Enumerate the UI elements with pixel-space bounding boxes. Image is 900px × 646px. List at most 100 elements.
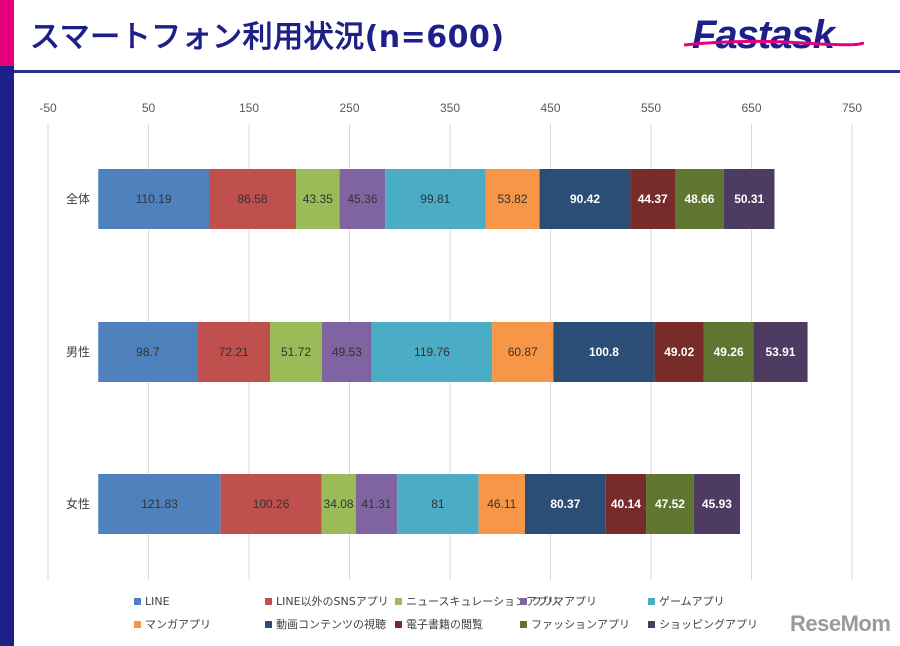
legend-label: フリマアプリ — [531, 595, 597, 608]
bar-segment — [220, 474, 322, 534]
data-label: 46.11 — [487, 497, 516, 511]
data-label: 48.66 — [684, 192, 714, 206]
legend-swatch — [520, 621, 527, 628]
data-label: 47.52 — [655, 497, 685, 511]
legend-swatch — [520, 598, 527, 605]
data-label: 43.35 — [303, 192, 333, 206]
x-tick-label: 250 — [339, 101, 359, 115]
bar-segment — [98, 322, 198, 382]
data-label: 81 — [431, 497, 445, 511]
data-label: 49.53 — [332, 345, 362, 359]
data-label: 53.82 — [497, 192, 527, 206]
data-label: 60.87 — [508, 345, 538, 359]
legend-label: マンガアプリ — [145, 618, 211, 631]
category-label: 全体 — [66, 191, 90, 206]
bar-segment — [339, 169, 386, 229]
data-label: 80.37 — [550, 497, 580, 511]
x-tick-label: -50 — [39, 101, 57, 115]
page-title: スマートフォン利用状況(n=600) — [30, 20, 505, 55]
brand-logo-text: Fastask — [692, 13, 835, 57]
x-tick-label: 50 — [142, 101, 156, 115]
data-label: 49.02 — [664, 345, 694, 359]
bar-segment — [385, 169, 486, 229]
watermark-logo: ReseMom — [790, 611, 891, 636]
x-tick-label: 750 — [842, 101, 862, 115]
bar-segment — [197, 322, 271, 382]
data-label: 50.31 — [734, 192, 764, 206]
bar-segment — [693, 474, 740, 534]
legend-swatch — [134, 621, 141, 628]
bar-segment — [675, 169, 724, 229]
legend-swatch — [648, 598, 655, 605]
x-tick-label: 150 — [239, 101, 259, 115]
bar-segment — [524, 474, 606, 534]
bar-segment — [270, 322, 322, 382]
legend-label: ゲームアプリ — [659, 595, 725, 608]
legend-swatch — [265, 621, 272, 628]
legend-swatch — [265, 598, 272, 605]
category-label: 女性 — [66, 496, 90, 511]
bar-segment — [646, 474, 694, 534]
data-label: 45.36 — [347, 192, 377, 206]
data-label: 53.91 — [765, 345, 795, 359]
legend-label: LINE — [145, 595, 170, 608]
data-label: 44.37 — [638, 192, 668, 206]
bar-segment — [553, 322, 655, 382]
accent-bar-navy — [0, 66, 14, 646]
legend-label: 動画コンテンツの視聴 — [276, 617, 386, 631]
legend-swatch — [395, 621, 402, 628]
bar-segment — [397, 474, 479, 534]
x-tick-label: 450 — [540, 101, 560, 115]
x-tick-label: 650 — [741, 101, 761, 115]
data-label: 72.21 — [219, 345, 249, 359]
legend-label: ファッションアプリ — [531, 618, 630, 631]
bar-segment — [630, 169, 676, 229]
legend-label: 電子書籍の閲覧 — [406, 617, 483, 631]
bar-segment — [321, 322, 372, 382]
data-label: 98.7 — [136, 345, 160, 359]
legend-swatch — [395, 598, 402, 605]
data-label: 99.81 — [420, 192, 450, 206]
bar-segment — [703, 322, 754, 382]
data-label: 90.42 — [570, 192, 600, 206]
bar-segment — [485, 169, 540, 229]
bar-segment — [355, 474, 398, 534]
logo-swoosh-icon — [684, 39, 864, 47]
brand-logo: Fastask — [684, 13, 864, 58]
x-tick-label: 550 — [641, 101, 661, 115]
bar-segment — [478, 474, 525, 534]
data-label: 49.26 — [714, 345, 744, 359]
data-label: 110.19 — [136, 192, 172, 206]
data-label: 40.14 — [611, 497, 641, 511]
data-label: 121.83 — [141, 497, 178, 511]
bar-segment — [98, 169, 209, 229]
data-label: 119.76 — [414, 345, 450, 359]
data-label: 100.8 — [589, 345, 619, 359]
legend-swatch — [134, 598, 141, 605]
bar-segment — [654, 322, 704, 382]
x-tick-label: 350 — [440, 101, 460, 115]
bar-segment — [98, 474, 221, 534]
legend-label: ショッピングアプリ — [659, 617, 758, 631]
bar-segment — [371, 322, 493, 382]
data-label: 41.31 — [361, 497, 391, 511]
header-divider — [14, 70, 900, 73]
bar-segment — [753, 322, 808, 382]
data-label: 34.08 — [324, 497, 354, 511]
bar-segment — [296, 169, 340, 229]
bar-segment — [321, 474, 356, 534]
data-label: 51.72 — [281, 345, 311, 359]
bar-segment — [605, 474, 647, 534]
legend-swatch — [648, 621, 655, 628]
bar-segment — [492, 322, 554, 382]
legend-label: LINE以外のSNSアプリ — [276, 595, 389, 608]
bar-segment — [723, 169, 775, 229]
data-label: 100.26 — [253, 497, 290, 511]
data-label: 45.93 — [702, 497, 732, 511]
category-label: 男性 — [66, 345, 90, 359]
bar-segment — [539, 169, 631, 229]
data-label: 86.58 — [237, 192, 267, 206]
bar-segment — [208, 169, 297, 229]
accent-bar-magenta — [0, 0, 14, 66]
